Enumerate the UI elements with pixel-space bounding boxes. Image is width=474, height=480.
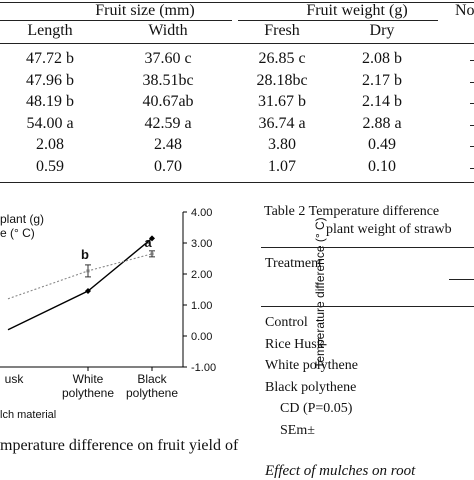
fruit-weight-rule xyxy=(238,20,438,21)
table-cell: 47.96 b xyxy=(26,71,74,89)
truncated-cell-mark xyxy=(470,146,474,147)
series-line xyxy=(7,253,153,300)
table-2-row-label: White polythene xyxy=(265,358,358,373)
data-point xyxy=(86,269,90,273)
x-axis-title: lch material xyxy=(0,409,57,421)
col-width: Width xyxy=(148,22,188,39)
table-cell: 0.49 xyxy=(368,136,396,153)
table-cell: 2.17 b xyxy=(362,71,402,89)
table-cell: 1.07 xyxy=(268,157,296,175)
col-dry: Dry xyxy=(369,22,395,39)
table-cell: 2.14 b xyxy=(362,93,402,110)
table-cell: 2.08 b xyxy=(362,50,402,67)
table-2-top-rule xyxy=(261,247,474,248)
table-2-footer: Effect of mulches on root xyxy=(265,463,416,479)
truncated-cell-mark xyxy=(470,167,474,169)
right-axis-tick-label: 2.00 xyxy=(191,269,212,281)
left-axis-label-2: e (° C) xyxy=(0,226,35,240)
table-cell: 26.85 c xyxy=(258,50,306,67)
significance-label: b xyxy=(81,247,89,262)
table-2-sub-rule xyxy=(449,279,474,280)
table-cell: 37.60 c xyxy=(144,50,192,67)
data-point xyxy=(149,235,155,242)
table-cell: 47.72 b xyxy=(26,50,74,67)
x-tick-label: White xyxy=(73,372,104,386)
table-cell: 31.67 b xyxy=(258,93,306,110)
fruit-size-rule xyxy=(0,20,232,21)
table-cell: 2.08 xyxy=(36,136,64,153)
truncated-cell-mark xyxy=(470,124,474,126)
table-bottom-rule xyxy=(0,182,474,183)
table-2-title-line-1: Table 2 Temperature difference xyxy=(264,204,440,219)
table-cell: 28.18bc xyxy=(256,71,308,89)
x-tick-label: Black xyxy=(137,372,167,386)
truncated-header: No xyxy=(455,2,474,19)
table-2-row-label: Control xyxy=(265,315,308,330)
right-axis-tick-label: 3.00 xyxy=(191,238,212,250)
truncated-cell-mark xyxy=(470,81,474,83)
data-point xyxy=(85,288,91,295)
right-axis-title: Temperature difference (° C) xyxy=(313,217,327,369)
table-cell: 36.74 a xyxy=(258,114,306,132)
right-axis-tick-label: 0.00 xyxy=(191,331,212,343)
fruit-weight-header: Fruit weight (g) xyxy=(306,2,408,19)
right-axis-tick-label: -1.00 xyxy=(191,362,216,374)
table-cell: 54.00 a xyxy=(26,114,74,132)
table-2-row-label: Black polythene xyxy=(265,379,357,395)
col-length: Length xyxy=(27,22,73,39)
table-cell: 40.67ab xyxy=(142,93,194,110)
x-tick-label: usk xyxy=(5,372,25,386)
x-tick-label: polythene xyxy=(62,386,114,400)
table-cell: 0.70 xyxy=(154,157,182,175)
truncated-cell-mark xyxy=(470,60,474,61)
table-cell: 0.10 xyxy=(368,157,396,175)
table-2-header: Treatment xyxy=(265,256,323,271)
table-2-row-label: Rice Husk xyxy=(265,336,324,352)
col-fresh: Fresh xyxy=(264,22,300,39)
significance-label: a xyxy=(144,235,152,250)
table-2-title-line-2: plant weight of strawb xyxy=(326,222,452,237)
series-line xyxy=(7,237,153,331)
figure-caption: mperature difference on fruit yield of xyxy=(0,437,239,454)
table-cell: 48.19 b xyxy=(26,93,74,110)
data-point xyxy=(150,252,154,256)
header-bottom-rule xyxy=(0,43,474,44)
table-2-row-label: SEm± xyxy=(280,422,315,438)
right-axis-tick-label: 4.00 xyxy=(191,207,212,219)
truncated-cell-mark xyxy=(470,103,474,104)
table-cell: 2.88 a xyxy=(362,114,402,132)
x-tick-label: polythene xyxy=(126,386,178,400)
table-2-row-label: CD (P=0.05) xyxy=(280,401,353,416)
table-top-rule xyxy=(0,2,474,3)
fruit-size-header: Fruit size (mm) xyxy=(95,2,195,19)
table-cell: 2.48 xyxy=(154,136,182,153)
right-axis-tick-label: 1.00 xyxy=(191,300,212,312)
table-2-header-rule xyxy=(261,306,474,307)
left-axis-label-1: plant (g) xyxy=(0,212,45,226)
table-cell: 0.59 xyxy=(36,157,64,175)
table-cell: 3.80 xyxy=(268,136,296,153)
table-cell: 38.51bc xyxy=(142,71,194,89)
table-cell: 42.59 a xyxy=(144,114,192,132)
